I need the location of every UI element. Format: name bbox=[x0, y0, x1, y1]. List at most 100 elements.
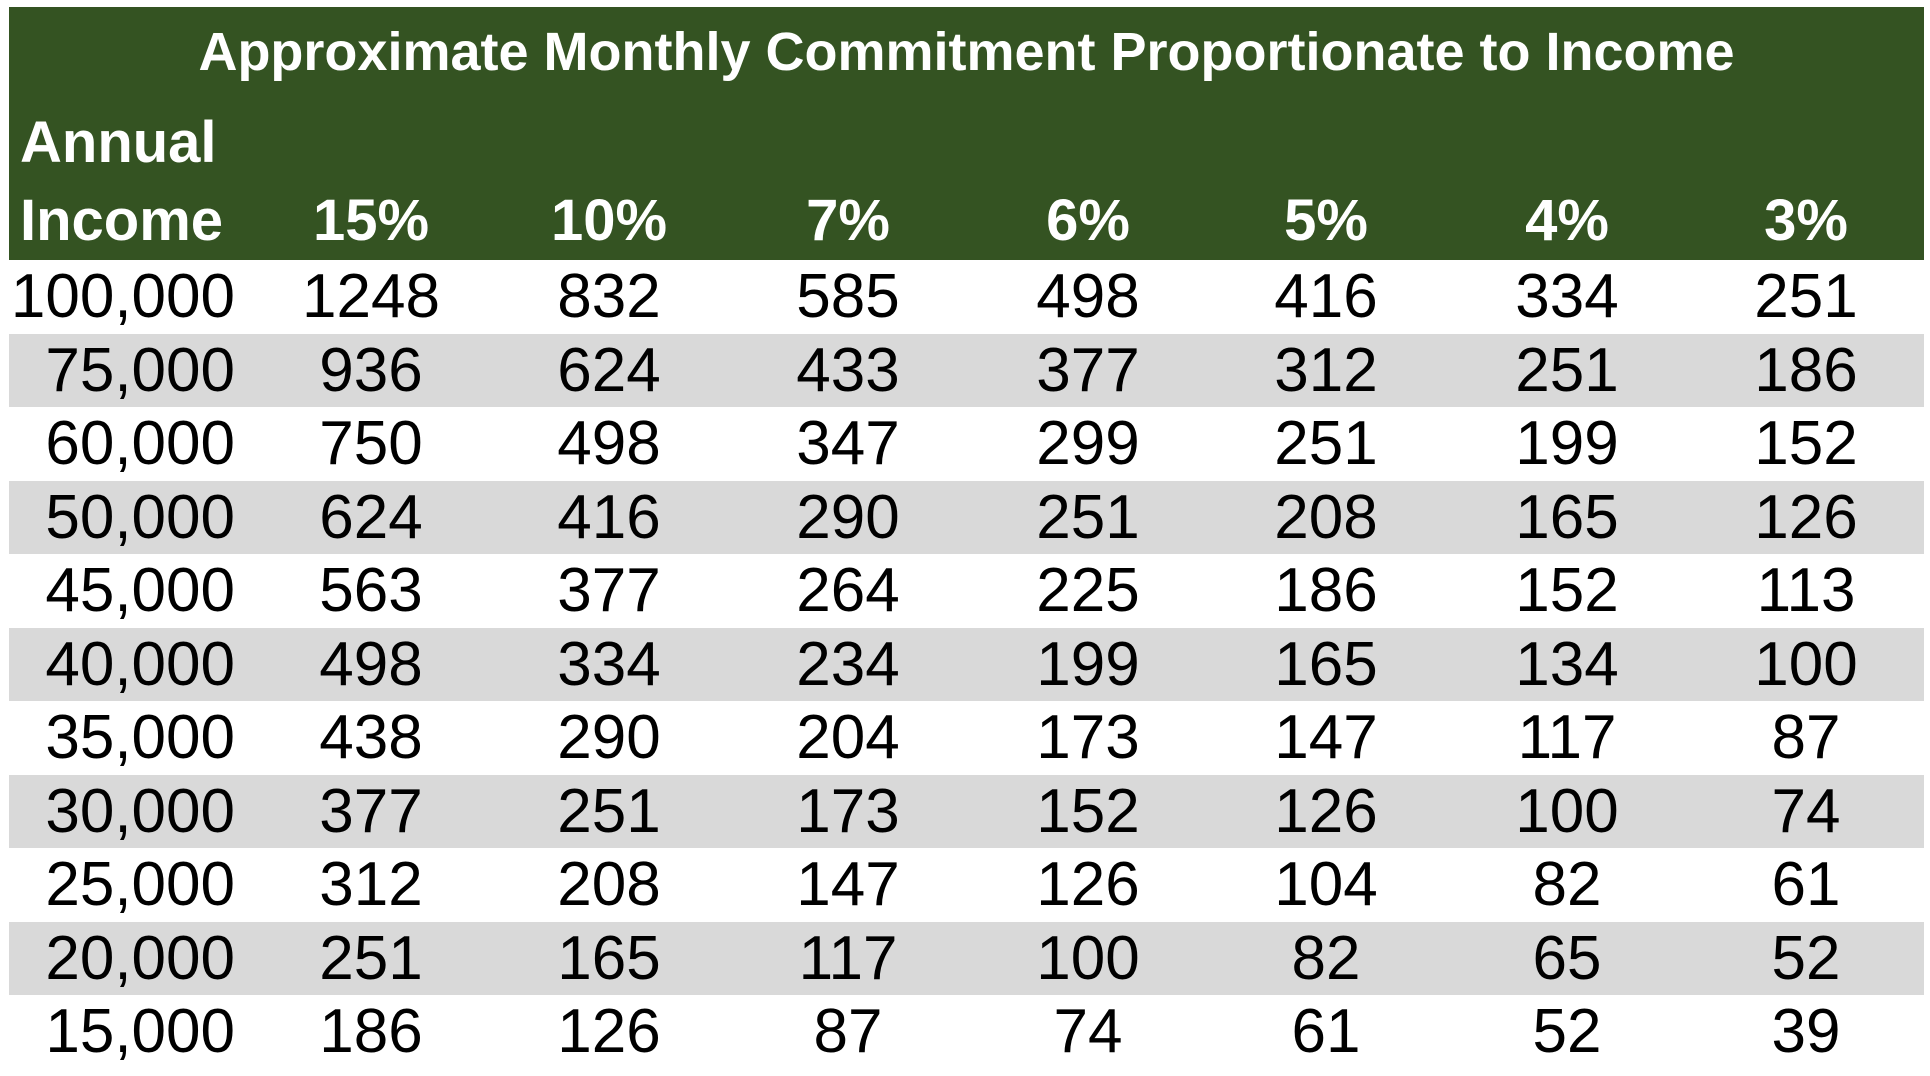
table-row: 100,000 1248 832 585 498 416 334 251 bbox=[9, 260, 1924, 334]
value-cell: 52 bbox=[1532, 997, 1602, 1066]
value-cell: 74 bbox=[1053, 997, 1123, 1066]
value-cell: 126 bbox=[1036, 850, 1140, 919]
value-cell: 152 bbox=[1754, 409, 1858, 478]
value-cell: 1248 bbox=[302, 262, 440, 331]
value-cell: 82 bbox=[1532, 850, 1602, 919]
value-cell: 87 bbox=[1771, 703, 1841, 772]
value-cell: 113 bbox=[1756, 556, 1856, 625]
income-cell: 100,000 bbox=[10, 262, 235, 331]
column-header: 10% bbox=[550, 188, 668, 253]
income-cell: 20,000 bbox=[45, 923, 235, 993]
value-cell: 936 bbox=[319, 335, 423, 405]
value-cell: 100 bbox=[1036, 923, 1140, 993]
value-cell: 225 bbox=[1036, 556, 1140, 625]
value-cell: 100 bbox=[1754, 629, 1858, 699]
value-cell: 117 bbox=[798, 923, 898, 993]
value-cell: 251 bbox=[1515, 335, 1619, 405]
table-row: 35,000 438 290 204 173 147 117 87 bbox=[9, 701, 1924, 775]
value-cell: 204 bbox=[796, 703, 900, 772]
table-row: 50,000 624 416 290 251 208 165 126 bbox=[9, 480, 1924, 554]
value-cell: 152 bbox=[1036, 776, 1140, 846]
table-header: Approximate Monthly Commitment Proportio… bbox=[9, 7, 1924, 260]
income-cell: 50,000 bbox=[45, 482, 235, 552]
value-cell: 199 bbox=[1036, 629, 1140, 699]
table-row: 75,000 936 624 433 377 312 251 186 bbox=[9, 333, 1924, 407]
value-cell: 312 bbox=[319, 850, 423, 919]
title: Approximate Monthly Commitment Proportio… bbox=[198, 22, 1735, 82]
value-cell: 416 bbox=[557, 482, 661, 552]
value-cell: 39 bbox=[1771, 997, 1841, 1066]
table-row: 60,000 750 498 347 299 251 199 152 bbox=[9, 407, 1924, 481]
value-cell: 251 bbox=[1036, 482, 1140, 552]
column-header: 7% bbox=[806, 188, 890, 253]
table-row: 45,000 563 377 264 225 186 152 113 bbox=[9, 554, 1924, 628]
column-header: 3% bbox=[1764, 188, 1848, 253]
value-cell: 498 bbox=[1036, 262, 1140, 331]
column-header: 6% bbox=[1046, 188, 1130, 253]
value-cell: 152 bbox=[1515, 556, 1619, 625]
value-cell: 165 bbox=[1515, 482, 1619, 552]
value-cell: 334 bbox=[1515, 262, 1619, 331]
value-cell: 264 bbox=[796, 556, 900, 625]
value-cell: 61 bbox=[1771, 850, 1841, 919]
value-cell: 438 bbox=[319, 703, 423, 772]
value-cell: 750 bbox=[319, 409, 423, 478]
value-cell: 585 bbox=[796, 262, 900, 331]
value-cell: 52 bbox=[1771, 923, 1841, 993]
value-cell: 65 bbox=[1532, 923, 1602, 993]
value-cell: 251 bbox=[1274, 409, 1378, 478]
value-cell: 498 bbox=[557, 409, 661, 478]
value-cell: 377 bbox=[557, 556, 661, 625]
value-cell: 186 bbox=[1274, 556, 1378, 625]
value-cell: 624 bbox=[319, 482, 423, 552]
value-cell: 87 bbox=[813, 997, 883, 1066]
value-cell: 377 bbox=[1036, 335, 1140, 405]
value-cell: 165 bbox=[557, 923, 661, 993]
value-cell: 126 bbox=[557, 997, 661, 1066]
value-cell: 290 bbox=[557, 703, 661, 772]
income-cell: 35,000 bbox=[45, 703, 235, 772]
value-cell: 208 bbox=[557, 850, 661, 919]
value-cell: 347 bbox=[796, 409, 900, 478]
table-row: 15,000 186 126 87 74 61 52 39 bbox=[9, 995, 1924, 1069]
value-cell: 251 bbox=[557, 776, 661, 846]
income-cell: 75,000 bbox=[45, 335, 235, 405]
value-cell: 251 bbox=[1754, 262, 1858, 331]
value-cell: 82 bbox=[1291, 923, 1361, 993]
value-cell: 173 bbox=[1036, 703, 1140, 772]
income-cell: 25,000 bbox=[45, 850, 235, 919]
column-header: 4% bbox=[1525, 188, 1609, 253]
column-header: 15% bbox=[312, 188, 430, 253]
income-cell: 45,000 bbox=[45, 556, 235, 625]
value-cell: 290 bbox=[796, 482, 900, 552]
value-cell: 234 bbox=[796, 629, 900, 699]
income-cell: 15,000 bbox=[45, 997, 235, 1066]
value-cell: 186 bbox=[1754, 335, 1858, 405]
value-cell: 498 bbox=[319, 629, 423, 699]
value-cell: 61 bbox=[1291, 997, 1361, 1066]
value-cell: 251 bbox=[319, 923, 423, 993]
table-row: 30,000 377 251 173 152 126 100 74 bbox=[9, 774, 1924, 848]
value-cell: 416 bbox=[1274, 262, 1378, 331]
value-cell: 377 bbox=[319, 776, 423, 846]
value-cell: 299 bbox=[1036, 409, 1140, 478]
value-cell: 74 bbox=[1771, 776, 1841, 846]
value-cell: 624 bbox=[557, 335, 661, 405]
table-row: 20,000 251 165 117 100 82 65 52 bbox=[9, 921, 1924, 995]
value-cell: 334 bbox=[557, 629, 661, 699]
value-cell: 832 bbox=[557, 262, 661, 331]
value-cell: 186 bbox=[319, 997, 423, 1066]
value-cell: 104 bbox=[1274, 850, 1378, 919]
value-cell: 147 bbox=[796, 850, 900, 919]
value-cell: 126 bbox=[1754, 482, 1858, 552]
value-cell: 117 bbox=[1517, 703, 1617, 772]
table-row: 40,000 498 334 234 199 165 134 100 bbox=[9, 627, 1924, 701]
table-row: 25,000 312 208 147 126 104 82 61 bbox=[9, 848, 1924, 922]
value-cell: 563 bbox=[319, 556, 423, 625]
value-cell: 312 bbox=[1274, 335, 1378, 405]
value-cell: 100 bbox=[1515, 776, 1619, 846]
value-cell: 165 bbox=[1274, 629, 1378, 699]
value-cell: 208 bbox=[1274, 482, 1378, 552]
value-cell: 147 bbox=[1274, 703, 1378, 772]
